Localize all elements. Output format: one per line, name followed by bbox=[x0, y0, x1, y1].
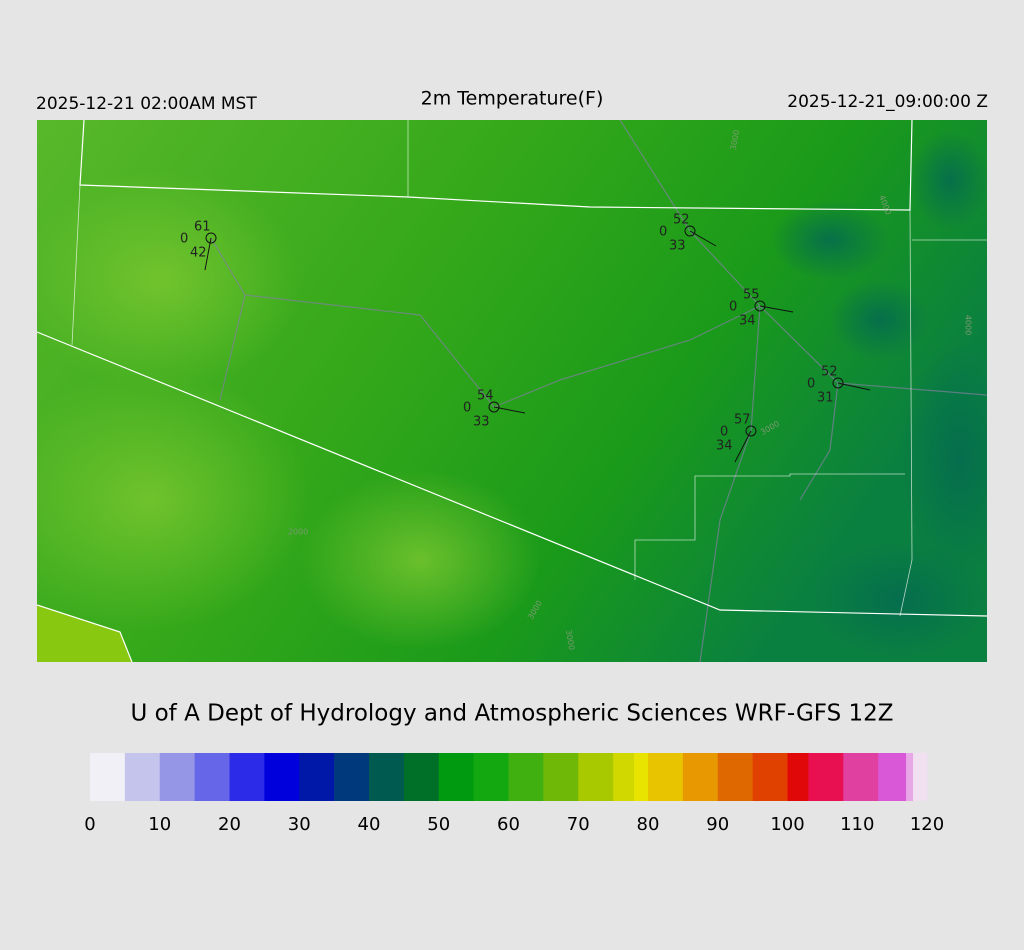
color-segment bbox=[787, 753, 809, 801]
color-segment bbox=[648, 753, 684, 801]
contour-label: 4000 bbox=[964, 315, 973, 335]
cloud-cover: 0 bbox=[463, 401, 471, 416]
dewpoint: 42 bbox=[190, 246, 207, 261]
color-segment bbox=[843, 753, 879, 801]
color-segment bbox=[682, 753, 719, 801]
station: 57 034 bbox=[716, 413, 757, 463]
temperature: 54 bbox=[477, 389, 494, 404]
color-segment bbox=[334, 753, 370, 801]
station: 61 042 bbox=[180, 220, 217, 271]
colorbar-tick-label: 110 bbox=[840, 814, 874, 835]
color-segment bbox=[508, 753, 544, 801]
contour-label: 2000 bbox=[288, 528, 308, 537]
dewpoint: 34 bbox=[716, 439, 733, 454]
wind-barb bbox=[759, 305, 794, 313]
color-segment bbox=[473, 753, 509, 801]
contour-label: 3000 bbox=[564, 629, 576, 651]
station: 55 034 bbox=[729, 288, 794, 329]
colorbar-tick-label: 70 bbox=[567, 814, 590, 835]
dewpoint: 33 bbox=[669, 239, 686, 254]
station-circle bbox=[684, 225, 696, 237]
color-segment bbox=[229, 753, 265, 801]
color-segment bbox=[438, 753, 475, 801]
station-circle bbox=[205, 232, 217, 244]
cloud-cover: 0 bbox=[807, 377, 815, 392]
colorbar-tick-label: 20 bbox=[218, 814, 241, 835]
temperature: 61 bbox=[194, 220, 211, 235]
colorbar: 0 10 20 30 40 50 60 70 80 90 100 110 120 bbox=[84, 753, 944, 835]
color-segment bbox=[159, 753, 196, 801]
cloud-cover: 0 bbox=[659, 225, 667, 240]
station: 52 033 bbox=[659, 213, 717, 254]
color-segment bbox=[613, 753, 635, 801]
color-segment bbox=[403, 753, 440, 801]
temperature: 55 bbox=[743, 288, 760, 303]
wind-barb bbox=[734, 430, 752, 463]
station: 54 033 bbox=[463, 389, 526, 430]
temperature: 57 bbox=[734, 413, 751, 428]
temperature: 52 bbox=[821, 365, 838, 380]
station-circle bbox=[745, 425, 757, 437]
color-segment bbox=[124, 753, 161, 801]
color-segment bbox=[808, 753, 844, 801]
cloud-cover: 0 bbox=[729, 300, 737, 315]
dewpoint: 34 bbox=[739, 314, 756, 329]
utc-time: 2025-12-21_09:00:00 Z bbox=[787, 92, 988, 112]
color-segment bbox=[752, 753, 788, 801]
colorbar-tick-label: 40 bbox=[358, 814, 381, 835]
color-segment bbox=[194, 753, 230, 801]
dewpoint: 33 bbox=[473, 415, 490, 430]
color-segment bbox=[299, 753, 335, 801]
colorbar-tick-label: 30 bbox=[288, 814, 311, 835]
credit: U of A Dept of Hydrology and Atmospheric… bbox=[130, 701, 893, 727]
contour-label: 3000 bbox=[729, 129, 741, 151]
colorbar-tick-label: 90 bbox=[706, 814, 729, 835]
colorbar-tick-label: 0 bbox=[84, 814, 95, 835]
cloud-cover: 0 bbox=[180, 232, 188, 247]
color-segment bbox=[717, 753, 754, 801]
colorbar-tick-label: 80 bbox=[637, 814, 660, 835]
color-segment bbox=[90, 753, 126, 801]
temperature: 52 bbox=[673, 213, 690, 228]
station-circle bbox=[832, 377, 844, 389]
station-circle bbox=[488, 401, 500, 413]
map-title: 2m Temperature(F) bbox=[421, 88, 604, 110]
color-segment bbox=[634, 753, 649, 801]
color-segment bbox=[578, 753, 614, 801]
cloud-cover: 0 bbox=[720, 425, 728, 440]
color-segment bbox=[264, 753, 300, 801]
color-segment bbox=[906, 753, 914, 801]
colorbar-tick-label: 50 bbox=[427, 814, 450, 835]
station-circle bbox=[754, 300, 766, 312]
color-segment bbox=[369, 753, 405, 801]
color-segment bbox=[913, 753, 928, 801]
colorbar-tick-label: 10 bbox=[148, 814, 171, 835]
colorbar-tick-label: 60 bbox=[497, 814, 520, 835]
local-time: 2025-12-21 02:00AM MST bbox=[36, 94, 257, 114]
station: 52 031 bbox=[807, 365, 871, 406]
color-segment bbox=[878, 753, 907, 801]
dewpoint: 31 bbox=[817, 391, 834, 406]
colorbar-tick-label: 100 bbox=[770, 814, 804, 835]
color-segment bbox=[543, 753, 579, 801]
colorbar-tick-label: 120 bbox=[910, 814, 944, 835]
